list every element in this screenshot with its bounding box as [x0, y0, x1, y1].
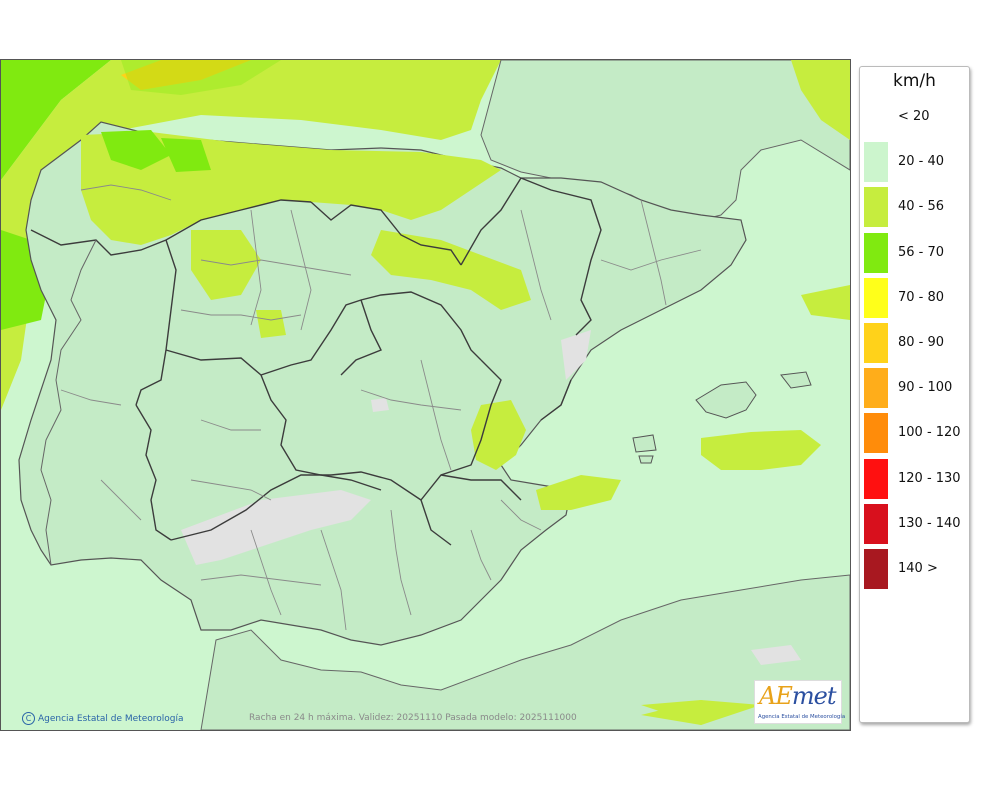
portugal-border — [40, 239, 97, 566]
legend-item: 120 - 130 — [864, 458, 968, 499]
zone-galicia-56-70b — [161, 138, 211, 172]
legend-item: 56 - 70 — [864, 232, 968, 273]
france-gust-band — [791, 60, 850, 140]
zone-ebro-40-56 — [371, 230, 531, 310]
region-borders — [30, 177, 602, 546]
aemet-logo-mark: AEmet — [759, 682, 837, 710]
zone-gulf-lion-40-56 — [801, 285, 850, 320]
legend-swatch — [864, 368, 888, 409]
calm-patch — [371, 398, 389, 412]
legend-swatch — [864, 458, 888, 499]
zone-balearic-sea-40-56 — [536, 475, 621, 510]
zone-atlantic-40-56 — [1, 60, 501, 410]
land-formentera — [638, 455, 654, 464]
copyright-notice[interactable]: C Agencia Estatal de Meteorología — [22, 712, 184, 725]
zone-leon-40-56 — [191, 230, 261, 300]
legend-item: 130 - 140 — [864, 503, 968, 544]
logo-mark-a: A — [759, 682, 776, 710]
legend-unit: km/h — [893, 71, 936, 91]
zone-biscay-80-90 — [121, 60, 251, 90]
legend-label: 90 - 100 — [898, 380, 953, 396]
legend-swatch — [864, 413, 888, 454]
copyright-icon: C — [22, 712, 35, 725]
calm-patch — [181, 490, 371, 565]
land-menorca — [780, 371, 812, 389]
legend-label: < 20 — [898, 109, 930, 124]
legend-label: 120 - 130 — [898, 470, 961, 486]
land-ibiza — [632, 434, 657, 453]
legend-item: 100 - 120 — [864, 413, 968, 454]
map-panel — [0, 59, 851, 731]
legend-swatch — [864, 323, 888, 363]
legend-item: 80 - 90 — [864, 323, 968, 363]
zone-alboran-40-56 — [641, 700, 741, 725]
logo-mark-rest: met — [791, 682, 837, 710]
land-africa — [200, 574, 850, 730]
aemet-logo: AEmet Agencia Estatal de Meteorología — [754, 680, 846, 724]
legend-item: 40 - 56 — [864, 187, 968, 228]
aemet-logo-subtitle: Agencia Estatal de Meteorología — [758, 714, 846, 720]
legend-label: 100 - 120 — [898, 425, 961, 441]
wind-gust-map — [1, 60, 850, 730]
legend-label: 20 - 40 — [898, 154, 945, 170]
zone-atlantic-56-70 — [1, 60, 111, 180]
province-borders — [60, 184, 702, 631]
legend-swatch — [864, 232, 888, 273]
legend-item: 140 > — [864, 549, 968, 589]
zone-valencia-40-56 — [471, 400, 526, 470]
land-mallorca — [695, 381, 757, 419]
zone-menorca-40-56 — [701, 430, 821, 470]
map-caption: Racha en 24 h máxima. Validez: 20251110 … — [249, 713, 577, 723]
legend-label: 70 - 80 — [898, 289, 945, 305]
legend-label: 130 - 140 — [898, 515, 961, 531]
legend-label: 56 - 70 — [898, 244, 945, 260]
zone-biscay-56-70 — [121, 60, 281, 95]
legend-item: 90 - 100 — [864, 368, 968, 409]
legend-swatch — [864, 142, 888, 183]
calm-patch — [561, 330, 591, 380]
legend-item: 70 - 80 — [864, 277, 968, 318]
legend-label: 140 > — [898, 561, 938, 576]
legend-swatch — [864, 503, 888, 544]
copyright-label: Agencia Estatal de Meteorología — [38, 714, 184, 724]
legend-swatch — [864, 277, 888, 318]
zone-galicia-56-70 — [101, 130, 171, 170]
legend-label: 80 - 90 — [898, 335, 945, 350]
zone-small-40-56 — [256, 310, 286, 338]
legend-swatch — [864, 187, 888, 228]
logo-mark-e: E — [775, 682, 793, 710]
legend-item: < 20 — [864, 97, 968, 137]
legend-label: 40 - 56 — [898, 199, 945, 215]
wind-speed-legend: km/h < 20 20 - 40 40 - 56 56 - 70 70 - 80 80 … — [859, 66, 970, 723]
legend-item: 20 - 40 — [864, 142, 968, 183]
legend-swatch — [864, 549, 888, 589]
legend-swatch — [864, 97, 888, 137]
africa-calm — [751, 645, 801, 665]
